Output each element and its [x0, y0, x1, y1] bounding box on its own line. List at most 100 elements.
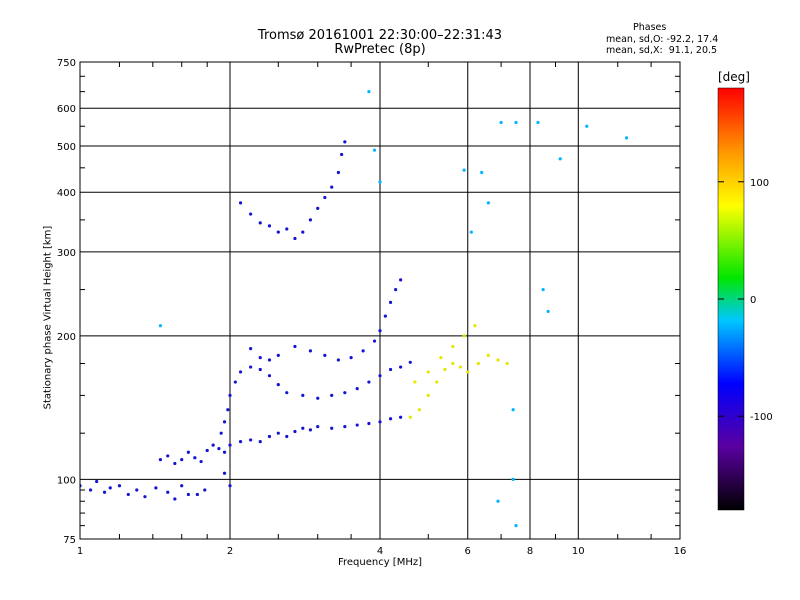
data-point: [102, 490, 107, 494]
data-point: [558, 157, 562, 161]
data-point: [238, 370, 243, 374]
data-point: [514, 524, 518, 528]
data-point: [505, 361, 509, 366]
data-point: [301, 426, 305, 430]
y-tick-label: 400: [57, 188, 76, 199]
data-point: [336, 170, 340, 175]
data-point: [624, 136, 629, 140]
data-point: [462, 334, 466, 338]
data-point: [276, 383, 280, 387]
data-points: [80, 90, 629, 528]
data-point: [88, 488, 93, 492]
data-point: [367, 90, 371, 94]
data-point: [511, 477, 515, 482]
data-point: [408, 415, 412, 419]
data-point: [541, 287, 545, 292]
data-point: [293, 344, 297, 349]
data-point: [343, 425, 347, 429]
data-point: [378, 420, 382, 424]
data-point: [222, 471, 227, 475]
data-point: [316, 425, 320, 429]
x-tick-label: 1: [77, 546, 83, 557]
data-point: [330, 393, 334, 398]
plot-frame: [79, 61, 681, 540]
data-point: [193, 456, 197, 460]
data-point: [496, 499, 500, 503]
colorbar-tick-label: 100: [750, 178, 769, 189]
data-point: [276, 230, 280, 234]
data-point: [323, 353, 327, 357]
x-tick-label: 4: [377, 546, 383, 557]
data-point: [199, 459, 203, 464]
data-point: [343, 140, 347, 144]
data-point: [355, 387, 359, 391]
data-point: [285, 227, 289, 231]
data-point: [378, 329, 382, 333]
data-point: [388, 367, 393, 372]
data-point: [340, 152, 344, 157]
data-point: [238, 201, 243, 205]
data-point: [249, 212, 253, 216]
data-point: [399, 365, 403, 369]
data-point: [536, 120, 540, 125]
data-point: [308, 218, 313, 222]
colorbar-ticks: 100 0 -100: [718, 178, 773, 423]
data-point: [336, 358, 340, 362]
data-point: [205, 448, 209, 453]
data-point: [496, 358, 500, 362]
data-point: [486, 353, 490, 357]
data-point: [486, 201, 490, 205]
data-point: [355, 423, 359, 427]
data-point: [443, 367, 447, 372]
data-point: [383, 314, 387, 318]
data-point: [228, 484, 232, 488]
stats-header: Phases: [633, 22, 667, 33]
data-point: [276, 353, 280, 357]
colorbar-label: [deg]: [718, 70, 750, 84]
data-point: [293, 429, 297, 434]
x-tick-label: 2: [227, 546, 233, 557]
data-point: [308, 428, 313, 432]
data-point: [258, 440, 262, 444]
data-point: [378, 180, 382, 184]
data-point: [469, 230, 473, 234]
data-point: [180, 484, 184, 488]
data-point: [514, 120, 518, 125]
data-point: [367, 421, 371, 426]
stats-extraordinary: mean, sd,X: 91.1, 20.5: [606, 45, 718, 56]
y-tick-label: 75: [63, 535, 76, 546]
data-point: [228, 443, 232, 447]
data-point: [135, 488, 139, 492]
chart-title: Tromsø 20161001 22:30:00–22:31:43: [257, 28, 503, 43]
data-point: [108, 486, 112, 490]
data-point: [267, 374, 272, 378]
x-tick-label: 16: [674, 546, 687, 557]
data-point: [316, 206, 320, 210]
data-point: [349, 356, 353, 360]
data-point: [439, 356, 443, 360]
data-point: [308, 349, 313, 353]
data-point: [480, 170, 484, 175]
data-point: [166, 490, 170, 494]
data-point: [301, 230, 305, 234]
data-point: [126, 492, 130, 497]
data-point: [435, 380, 439, 384]
data-point: [285, 434, 289, 439]
data-point: [249, 365, 253, 369]
data-point: [233, 380, 237, 384]
data-point: [372, 339, 377, 343]
x-tick-label: 6: [465, 546, 471, 557]
y-axis-ticks: 75 100 200 300 400 500 600 750: [57, 58, 680, 546]
data-point: [372, 148, 377, 152]
data-point: [258, 367, 262, 372]
data-point: [143, 495, 147, 499]
data-point: [499, 120, 503, 125]
data-point: [238, 440, 243, 444]
data-point: [154, 486, 158, 490]
y-tick-label: 200: [57, 332, 76, 343]
data-point: [203, 488, 207, 492]
data-point: [186, 492, 190, 497]
data-point: [367, 380, 371, 384]
data-point: [301, 393, 305, 398]
data-point: [186, 450, 190, 454]
